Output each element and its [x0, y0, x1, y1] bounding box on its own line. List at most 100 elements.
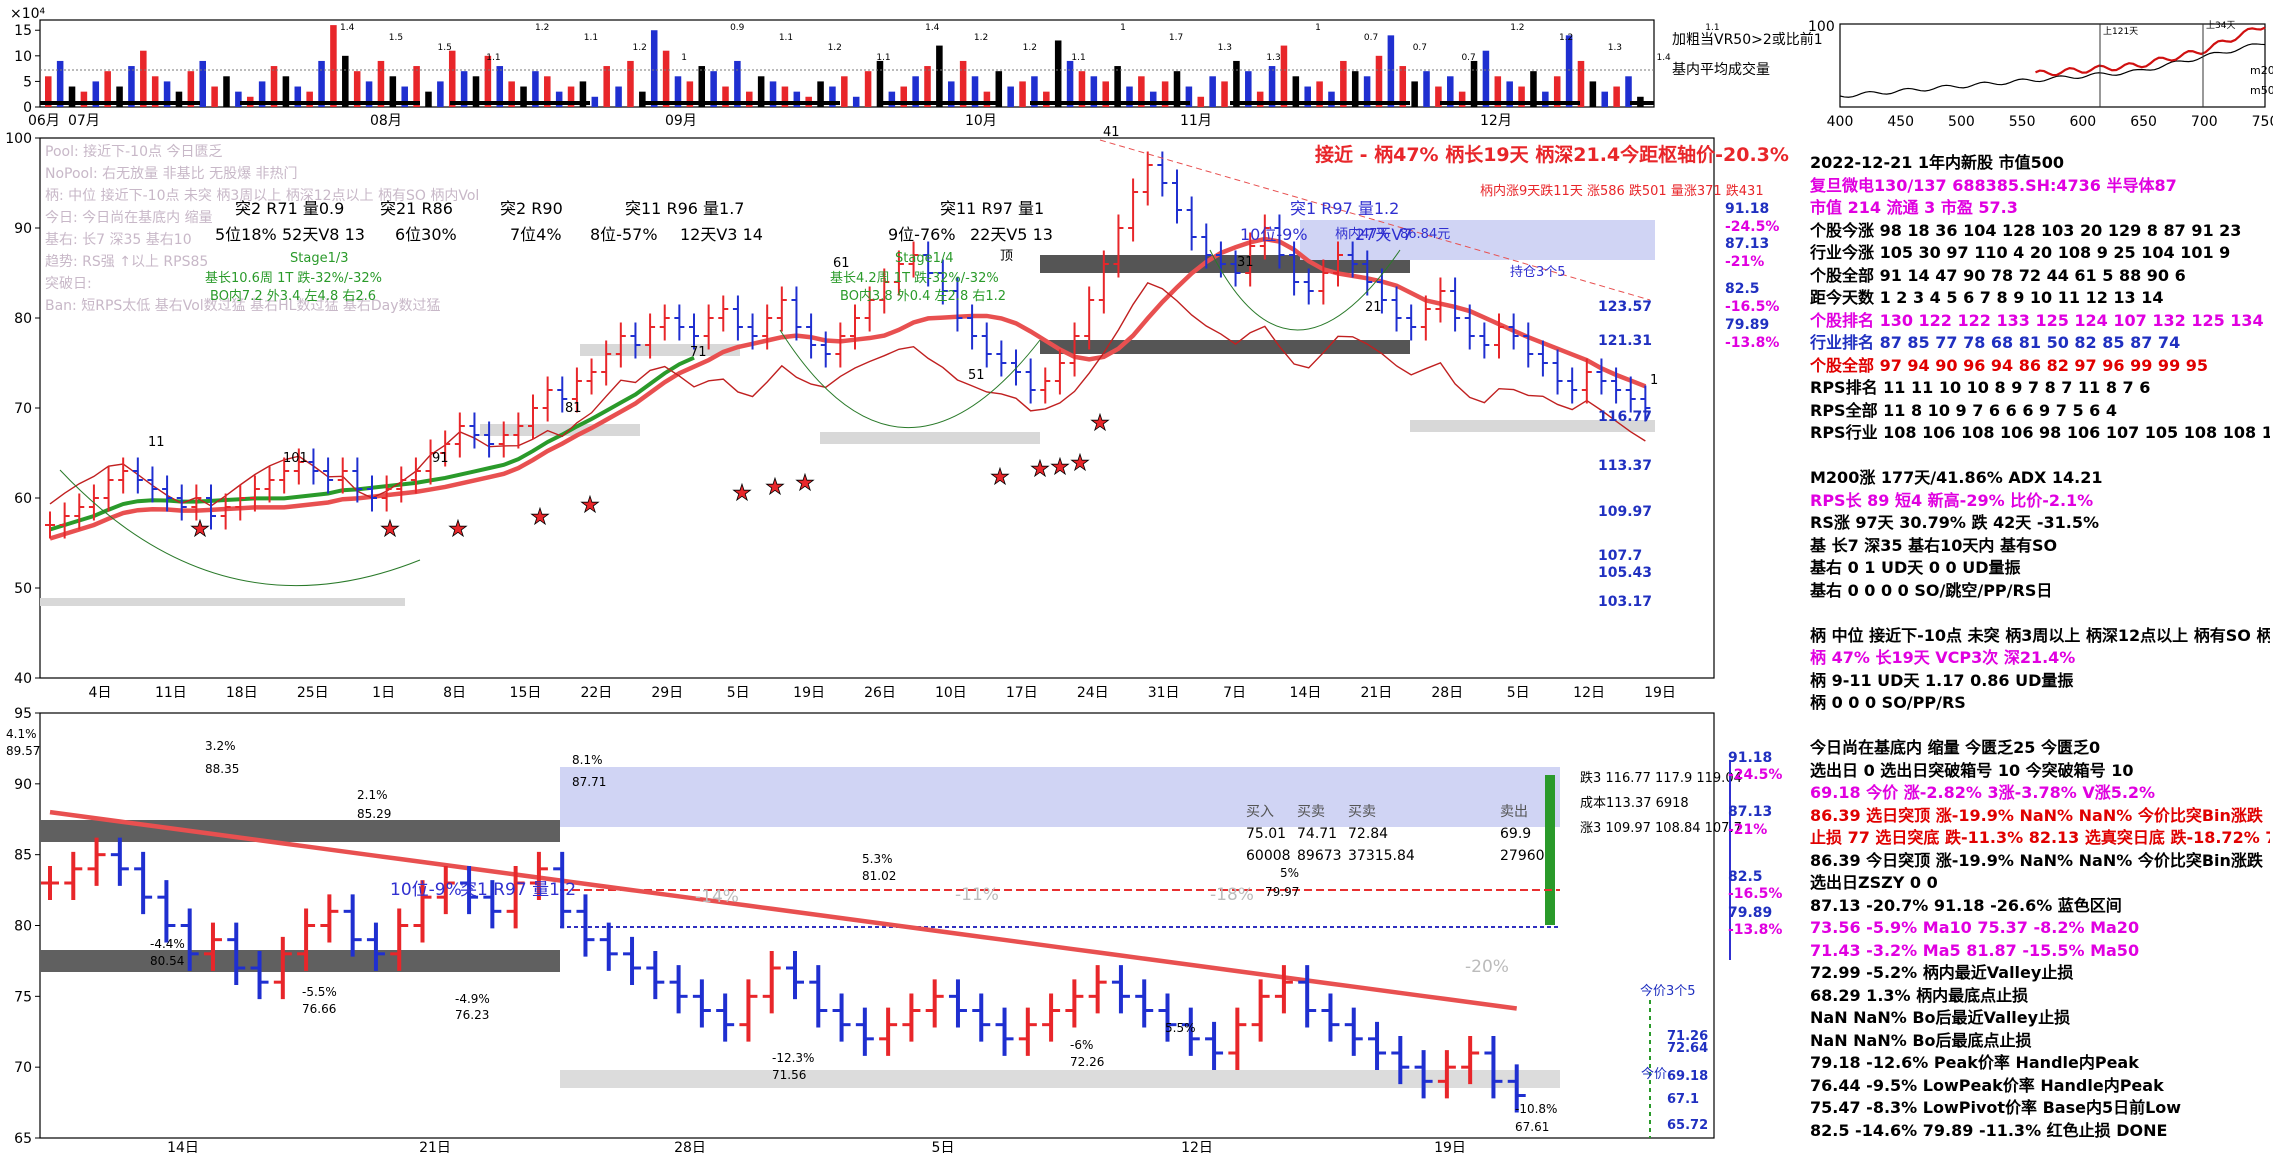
volume-bar	[1482, 50, 1490, 107]
volume-bar	[650, 30, 658, 108]
volume-bar	[532, 71, 539, 107]
rs-star-marker: ★	[190, 517, 210, 542]
detail-xtick-label: 5日	[932, 1140, 955, 1156]
detail-right-price-label: 今价	[1641, 1066, 1667, 1082]
detail-ma-line	[49, 809, 1518, 1011]
main-xtick-label: 21日	[1360, 685, 1392, 701]
main-annotation: 41	[1103, 125, 1120, 140]
mini-price-line-black	[1839, 43, 2266, 98]
main-annotation: 8位-57%	[590, 225, 658, 244]
volume-ratio-label: 1.3	[1608, 43, 1622, 53]
detail-ytick-label: 80	[14, 919, 32, 935]
side-panel-row: 69.18 今价 涨-2.82% 3涨-3.78% V涨5.2%	[1810, 783, 2156, 802]
side-panel-row: 82.5 -14.6% 79.89 -11.3% 红色止损 DONE	[1810, 1120, 2168, 1140]
main-price-label: 103.17	[1598, 594, 1652, 610]
side-panel-row: 75.47 -8.3% LowPivot价率 Base内5日前Low	[1810, 1098, 2182, 1117]
detail-band-gray	[560, 1070, 1560, 1088]
side-panel-row: 复旦微电130/137 688385.SH:4736 半导体87	[1810, 175, 2177, 195]
volume-bar	[353, 71, 361, 107]
volume-bar	[864, 71, 872, 107]
volume-bar	[615, 86, 622, 107]
volume-bar	[1043, 91, 1050, 107]
trade-amount: 27960	[1500, 848, 1545, 864]
volume-bar	[1577, 60, 1585, 107]
volume-bar	[1387, 35, 1395, 108]
volume-month-label: 10月	[965, 113, 997, 129]
volume-bar	[140, 50, 147, 107]
volume-bar	[520, 86, 527, 107]
side-panel-row: 柄 中位 接近下-10点 未突 柄3周以上 柄深12点以上 柄有SO 柄内Vol	[1810, 625, 2270, 645]
volume-bar	[936, 45, 943, 107]
volume-bar	[258, 81, 266, 107]
trade-amount: 89673	[1297, 848, 1342, 864]
volume-bar	[1185, 86, 1193, 107]
detail-price-panel: 65 70 75 80 85 90 95 14日 21日 28日 5日 12日 19日 4.1% 89.…	[6, 706, 1782, 1156]
band-dark-2	[1040, 340, 1410, 354]
volume-bar	[722, 86, 729, 107]
volume-bar	[1102, 81, 1109, 107]
volume-ratio-label: 1.2	[1559, 33, 1573, 43]
detail-annotation: 81.02	[862, 869, 896, 883]
detail-annotation: 87.71	[572, 775, 606, 789]
cup-arc-2	[779, 329, 1041, 428]
main-price-label: 109.97	[1598, 504, 1652, 520]
main-annotation: 5位18%	[215, 225, 277, 244]
volume-ratio-label: 1.1	[1071, 53, 1085, 63]
volume-bar	[639, 91, 646, 107]
main-annotation: 27天V7	[1355, 225, 1413, 244]
main-price-label: 87.13	[1725, 236, 1769, 252]
volume-bar	[876, 60, 884, 107]
main-xtick-label: 22日	[580, 685, 612, 701]
side-panel-row: RPS行业 108 106 108 106 98 106 107 105 108…	[1810, 423, 2270, 442]
side-panel-row: 2022-12-21 1年内新股 市值500	[1810, 153, 2065, 172]
main-xtick-label: 7日	[1223, 685, 1246, 701]
volume-bar	[128, 66, 135, 107]
main-panel-frame	[39, 137, 1715, 679]
volume-bar	[377, 60, 385, 107]
rs-star-marker: ★	[765, 475, 785, 500]
volume-bar	[1351, 71, 1359, 107]
cup-arc-1	[59, 469, 421, 587]
side-panel-row: 柄 9-11 UD天 1.17 0.86 UD量振	[1810, 670, 2074, 690]
volume-bar	[1256, 91, 1264, 107]
volume-bar	[1292, 76, 1300, 107]
volume-bar	[662, 50, 670, 107]
detail-annotation: -5.5%	[302, 985, 337, 999]
volume-bar	[437, 81, 444, 107]
volume-bar	[1161, 81, 1169, 107]
volume-bar	[270, 66, 278, 107]
main-ytick-label: 50	[14, 581, 32, 597]
main-annotation: BO内3.8 外0.4 左2.8 右1.2	[840, 288, 1006, 304]
main-xtick-label: 19日	[793, 685, 825, 701]
volume-bar	[1233, 60, 1240, 107]
overlay-text-line: 柄: 中位 接近下-10点 未突 柄3周以上 柄深12点以上 柄有SO 柄内Vo…	[45, 187, 479, 204]
volume-bar	[342, 55, 349, 107]
volume-bar	[104, 71, 111, 107]
side-panel-spacer	[1810, 602, 2270, 625]
trade-price: 74.71	[1297, 826, 1337, 842]
main-annotation: 11	[148, 435, 165, 450]
mini-price-line-red	[2035, 26, 2266, 77]
main-annotation: 突11 R97 量1	[940, 199, 1044, 218]
side-panel-row: 68.29 1.3% 柄内最底点止损	[1810, 985, 2029, 1005]
volume-bar	[199, 60, 206, 107]
mini-xtick-label: 700	[2191, 114, 2218, 130]
volume-bar	[1031, 76, 1038, 107]
mini-overview-panel: 100 400450500550600650700750 上121天 上34天 …	[1808, 19, 2273, 130]
mini-label-1: 上121天	[2103, 26, 2138, 37]
main-annotation: 81	[565, 401, 582, 416]
trade-price: 75.01	[1246, 826, 1286, 842]
side-panel-row: 选出日ZSZY 0 0	[1810, 873, 1938, 892]
main-annotation: 6位30%	[395, 225, 457, 244]
band-blue-1	[1300, 220, 1655, 260]
volume-bar	[995, 71, 1003, 107]
mini-ytick-100: 100	[1808, 19, 1835, 35]
detail-annotation: 5%	[1280, 866, 1299, 880]
detail-annotation: 88.35	[205, 762, 239, 776]
main-xtick-label: 5日	[727, 685, 750, 701]
detail-right-price-label: 71.26	[1667, 1029, 1708, 1044]
side-panel-row: 市值 214 流通 3 市盈 57.3	[1810, 198, 2018, 217]
overlay-text-line: 今日: 今日尚在基底内 缩量	[45, 209, 213, 226]
main-price-label: -13.8%	[1725, 335, 1779, 351]
detail-annotation: 72.26	[1070, 1055, 1104, 1069]
